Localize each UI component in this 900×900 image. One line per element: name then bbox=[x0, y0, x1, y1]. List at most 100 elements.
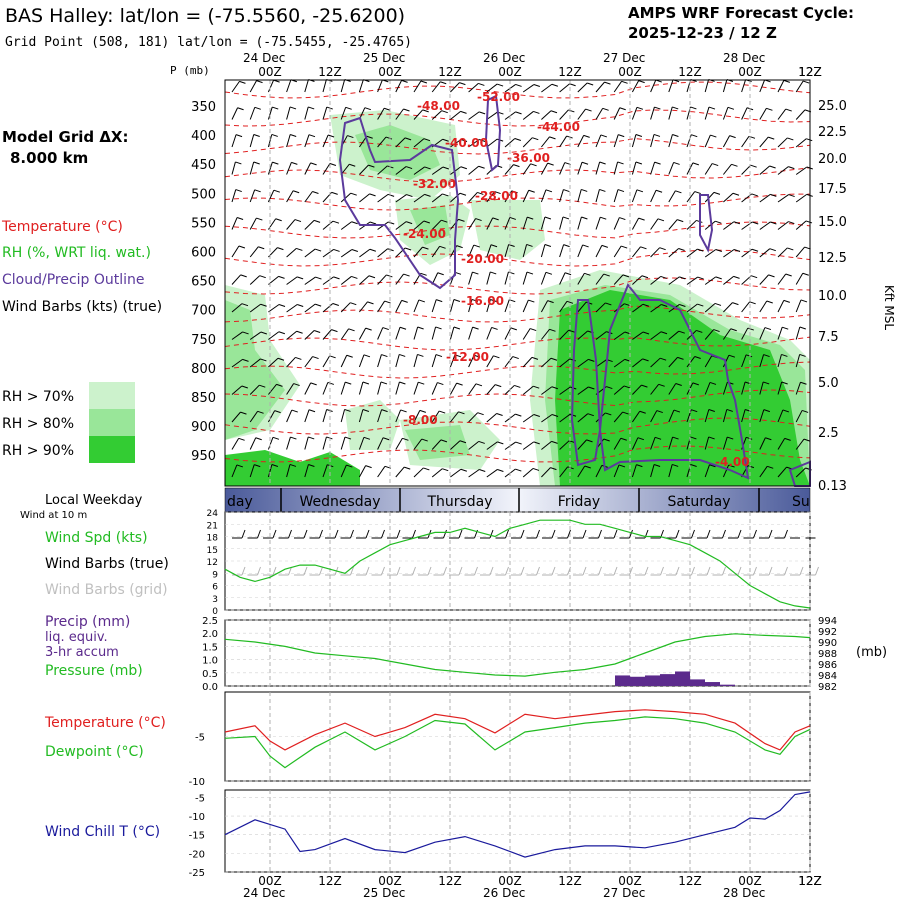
wind-barb-flag bbox=[331, 191, 338, 195]
wind-barb-flag bbox=[256, 217, 263, 221]
wind-barb-flag bbox=[515, 413, 522, 417]
wind-barb-flag bbox=[673, 161, 680, 165]
wind-barb bbox=[431, 166, 444, 175]
wind-barb bbox=[795, 80, 804, 93]
wind-barb bbox=[650, 134, 655, 148]
wind-barb bbox=[322, 220, 334, 230]
wind-barb-flag bbox=[642, 358, 649, 362]
wind-barb bbox=[358, 381, 364, 395]
wind-barb bbox=[431, 299, 437, 313]
wind-barb bbox=[613, 107, 621, 120]
wind-barb bbox=[249, 384, 260, 395]
wind-barb-flag bbox=[515, 111, 522, 115]
wind-barb bbox=[777, 137, 788, 148]
wind-barb-flag bbox=[526, 243, 533, 247]
wind-barb bbox=[358, 79, 364, 93]
wind-barb bbox=[595, 108, 604, 120]
wind-barb-flag bbox=[458, 218, 465, 222]
cycle-value: 2025-12-23 / 12 Z bbox=[628, 24, 777, 42]
temp-contour bbox=[224, 249, 811, 267]
windchill-y-label: -20 bbox=[189, 849, 205, 860]
wind-barb-flag bbox=[435, 326, 442, 330]
wind-barb-flag bbox=[441, 219, 448, 223]
wind-barb bbox=[231, 411, 241, 423]
date-label: 27 Dec bbox=[603, 51, 645, 65]
wind-barb-flag bbox=[292, 190, 300, 194]
wind-barb bbox=[777, 327, 783, 340]
wind-barb bbox=[632, 303, 644, 313]
pressure-unit: (mb) bbox=[856, 645, 887, 660]
wind-barb-flag bbox=[566, 300, 574, 304]
wind-barb bbox=[267, 410, 276, 423]
wind-barb bbox=[486, 217, 494, 230]
wind-barb bbox=[468, 412, 479, 423]
wind-barb-flag bbox=[475, 383, 483, 387]
wind-barb-flag bbox=[235, 161, 242, 165]
rh90-region bbox=[555, 290, 810, 486]
wind-barb bbox=[377, 354, 382, 368]
wind-barb bbox=[741, 107, 748, 120]
wind-barb-flag bbox=[550, 467, 557, 471]
wind-barb-flag bbox=[423, 138, 431, 142]
wind-barb bbox=[522, 299, 529, 313]
wind-barb-flag bbox=[530, 328, 537, 332]
wind-barb-flag bbox=[308, 106, 315, 110]
wind-barb bbox=[504, 327, 512, 340]
wind-barb-flag bbox=[672, 106, 679, 110]
wind-barb bbox=[686, 191, 696, 203]
wind-barb bbox=[395, 327, 401, 340]
wind-barb bbox=[759, 466, 768, 478]
wind-barb-flag bbox=[329, 163, 337, 166]
wind-barb bbox=[759, 354, 765, 368]
wind-barb-flag bbox=[258, 246, 265, 250]
wind-barb-flag bbox=[658, 383, 665, 387]
wind-barb bbox=[468, 355, 475, 368]
height-label: 20.0 bbox=[818, 152, 847, 167]
wind-barb bbox=[559, 109, 569, 120]
precip-y-label: 1.0 bbox=[202, 656, 218, 667]
wind-barb bbox=[304, 303, 316, 313]
wind-barb bbox=[541, 414, 553, 423]
temperature-labels: -52.00 -48.00 -44.00 -40.00 -36.00 -32.0… bbox=[403, 90, 750, 469]
wind-barb bbox=[486, 111, 498, 120]
wind-barb-flag bbox=[606, 386, 613, 390]
grid-barb-flag bbox=[613, 566, 618, 576]
model-grid-value: 8.000 km bbox=[10, 149, 88, 167]
wind-barb-flag bbox=[766, 107, 773, 111]
wind-barb bbox=[795, 166, 808, 175]
wind-barb bbox=[650, 437, 656, 450]
upper-wind-barbs bbox=[231, 78, 813, 478]
surface-barb-flag bbox=[613, 529, 618, 539]
wind-barb bbox=[358, 327, 367, 340]
wind-barb-flag bbox=[459, 192, 467, 196]
wind-barb bbox=[486, 244, 492, 258]
wind-barb bbox=[322, 276, 334, 285]
wind-barb-flag bbox=[782, 409, 790, 413]
wind-barb-flag bbox=[473, 244, 480, 248]
wind-barb-flag bbox=[770, 193, 777, 197]
wind-barb bbox=[686, 409, 692, 423]
grid-barb-flag bbox=[691, 566, 695, 576]
wind-barb bbox=[450, 166, 462, 175]
grid-barb-flag bbox=[706, 566, 711, 576]
wind-barb bbox=[722, 409, 728, 423]
wind-barb-flag bbox=[327, 381, 334, 385]
wind-barb bbox=[395, 166, 407, 175]
windchill-line bbox=[224, 791, 811, 858]
hour-label: 12Z bbox=[798, 874, 822, 888]
wind-barb bbox=[741, 409, 746, 423]
wind-barb bbox=[231, 303, 243, 313]
wind-barb-flag bbox=[726, 408, 733, 412]
wind-barb bbox=[468, 139, 480, 148]
wind-barb bbox=[268, 357, 279, 368]
temp-label: -52.00 bbox=[477, 90, 520, 104]
pressure-label: 750 bbox=[191, 333, 216, 348]
wind-barb-flag bbox=[419, 409, 427, 413]
wind-barb-flag bbox=[654, 161, 661, 165]
wind-barb bbox=[431, 110, 443, 120]
wind-barb bbox=[340, 464, 347, 478]
wind-barb-flag bbox=[691, 409, 698, 413]
precip-y-label: 1.5 bbox=[202, 642, 218, 653]
wind-barb-flag bbox=[472, 326, 479, 330]
